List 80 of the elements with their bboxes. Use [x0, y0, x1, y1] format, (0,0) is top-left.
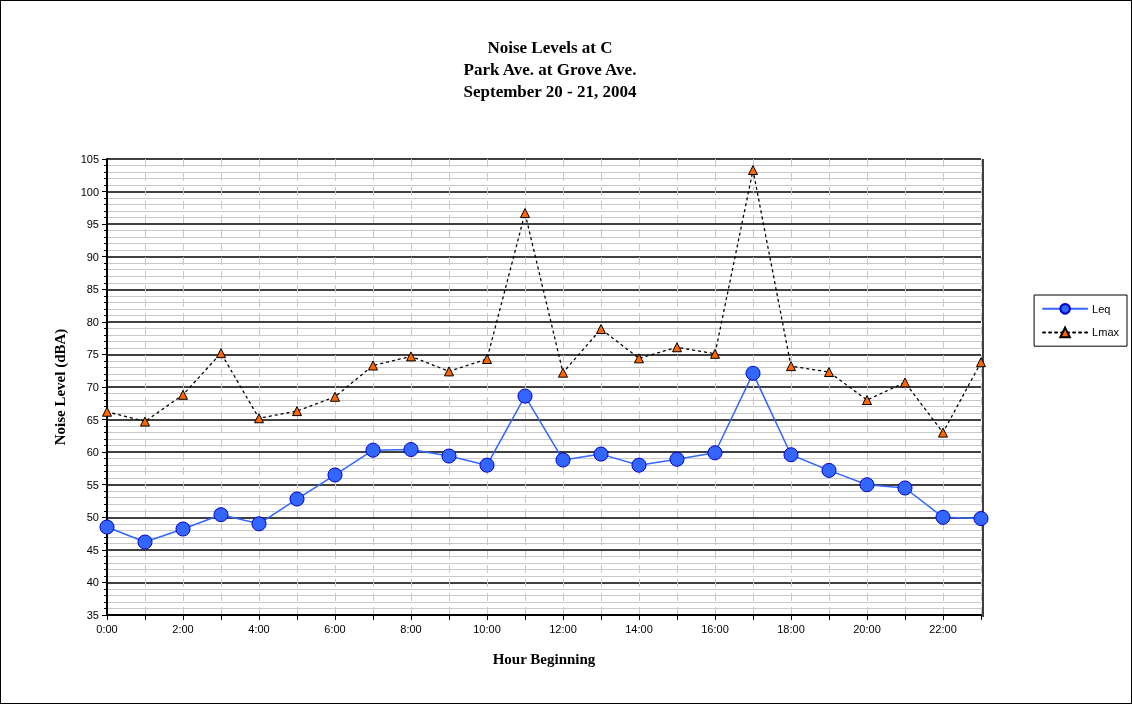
point — [213, 507, 229, 523]
y-tick-label: 85 — [86, 283, 99, 296]
y-axis-title: Noise Level (dBA) — [51, 328, 69, 446]
point — [783, 447, 799, 463]
y-tick-label: 45 — [86, 543, 99, 556]
point — [102, 406, 112, 417]
point — [520, 208, 530, 219]
point — [938, 427, 948, 438]
point — [254, 413, 264, 424]
point — [710, 348, 720, 359]
x-tick-label: 16:00 — [701, 622, 729, 635]
point — [482, 353, 492, 364]
x-tick-label: 12:00 — [549, 622, 577, 635]
x-tick-label: 20:00 — [853, 622, 881, 635]
point — [330, 391, 340, 402]
y-tick-label: 90 — [86, 250, 99, 263]
x-tick-label: 4:00 — [248, 622, 270, 635]
point — [441, 448, 457, 464]
y-tick-label: 95 — [86, 218, 99, 231]
point — [634, 353, 644, 364]
point — [327, 467, 343, 483]
y-tick-label: 70 — [86, 381, 99, 393]
point — [140, 416, 150, 427]
x-tick-label: 6:00 — [324, 622, 346, 635]
y-tick-label: 40 — [86, 576, 99, 589]
point — [251, 516, 267, 532]
y-tick-label: 60 — [86, 446, 99, 459]
point — [900, 377, 910, 388]
point — [596, 324, 606, 335]
point — [973, 511, 989, 527]
point — [406, 351, 416, 362]
point — [748, 165, 758, 176]
point — [558, 367, 568, 378]
point — [479, 457, 495, 473]
point — [555, 452, 571, 468]
point — [669, 451, 685, 467]
chart-title: Noise Levels at C Park Ave. at Grove Ave. September 20 - 21, 2004 — [463, 37, 637, 101]
point — [368, 360, 378, 371]
point — [403, 442, 419, 458]
x-tick-label: 8:00 — [400, 622, 422, 635]
point — [821, 462, 837, 478]
point — [289, 491, 305, 507]
point — [859, 477, 875, 493]
point — [444, 366, 454, 377]
y-tick-label: 105 — [80, 153, 99, 165]
y-tick-label: 50 — [86, 511, 99, 524]
point — [292, 406, 302, 417]
point — [137, 534, 153, 550]
point — [631, 457, 647, 473]
legend-label: Lmax — [1092, 326, 1120, 339]
point — [935, 509, 951, 525]
point — [976, 357, 986, 368]
point — [216, 348, 226, 359]
x-axis-title: Hour Beginning — [492, 650, 596, 667]
point — [672, 342, 682, 353]
point — [897, 480, 913, 496]
point — [745, 365, 761, 381]
y-tick-label: 35 — [86, 609, 99, 621]
x-tick-label: 2:00 — [172, 622, 194, 635]
x-tick-label: 22:00 — [929, 622, 957, 635]
y-tick-label: 55 — [86, 478, 99, 491]
point — [707, 445, 723, 461]
point — [99, 519, 115, 535]
point — [862, 395, 872, 406]
legend-label: Leq — [1092, 302, 1111, 315]
point — [786, 361, 796, 372]
x-tick-label: 18:00 — [777, 622, 805, 635]
point — [178, 389, 188, 400]
point — [517, 388, 533, 404]
point — [365, 442, 381, 458]
point — [593, 446, 609, 462]
point — [175, 521, 191, 537]
y-tick-label: 65 — [86, 413, 99, 426]
x-tick-label: 0:00 — [96, 622, 118, 635]
y-tick-label: 100 — [80, 185, 99, 198]
x-tick-label: 14:00 — [625, 622, 653, 635]
y-tick-label: 80 — [86, 315, 99, 328]
x-tick-label: 10:00 — [473, 622, 501, 635]
point — [824, 367, 834, 378]
y-tick-label: 75 — [86, 348, 99, 361]
